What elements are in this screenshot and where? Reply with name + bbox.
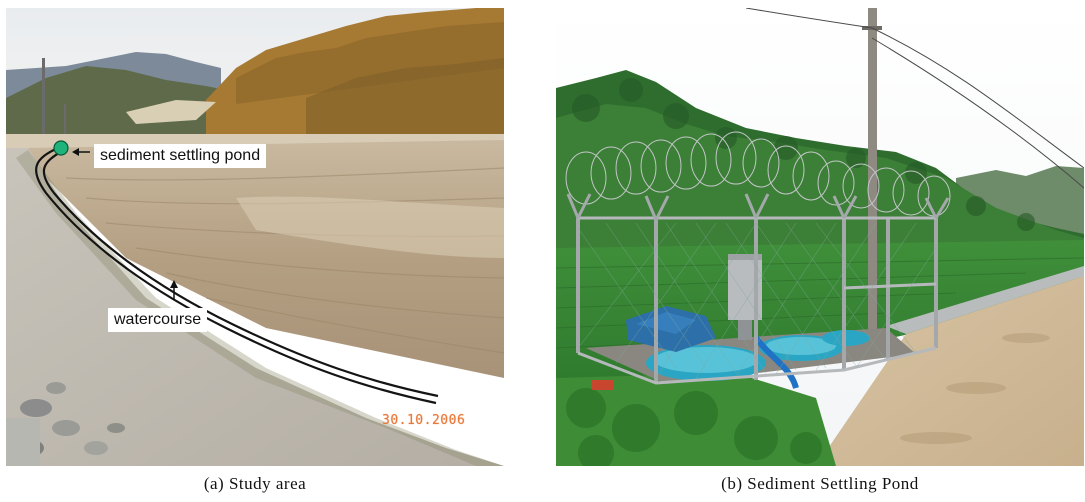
pond-marker-icon xyxy=(53,140,69,156)
study-area-photo: sediment settling pond watercourse 30.10… xyxy=(6,8,504,466)
study-area-scene xyxy=(6,8,504,466)
watercourse-label: watercourse xyxy=(108,308,208,332)
pond-label: sediment settling pond xyxy=(94,144,267,168)
caption-study-area: (a) Study area xyxy=(203,474,307,493)
settling-pond-photo xyxy=(556,8,1084,466)
caption-settling-pond: (b) Sediment Settling Pond xyxy=(721,474,919,493)
settling-pond-scene xyxy=(556,8,1084,466)
date-stamp: 30.10.2006 xyxy=(382,413,466,428)
